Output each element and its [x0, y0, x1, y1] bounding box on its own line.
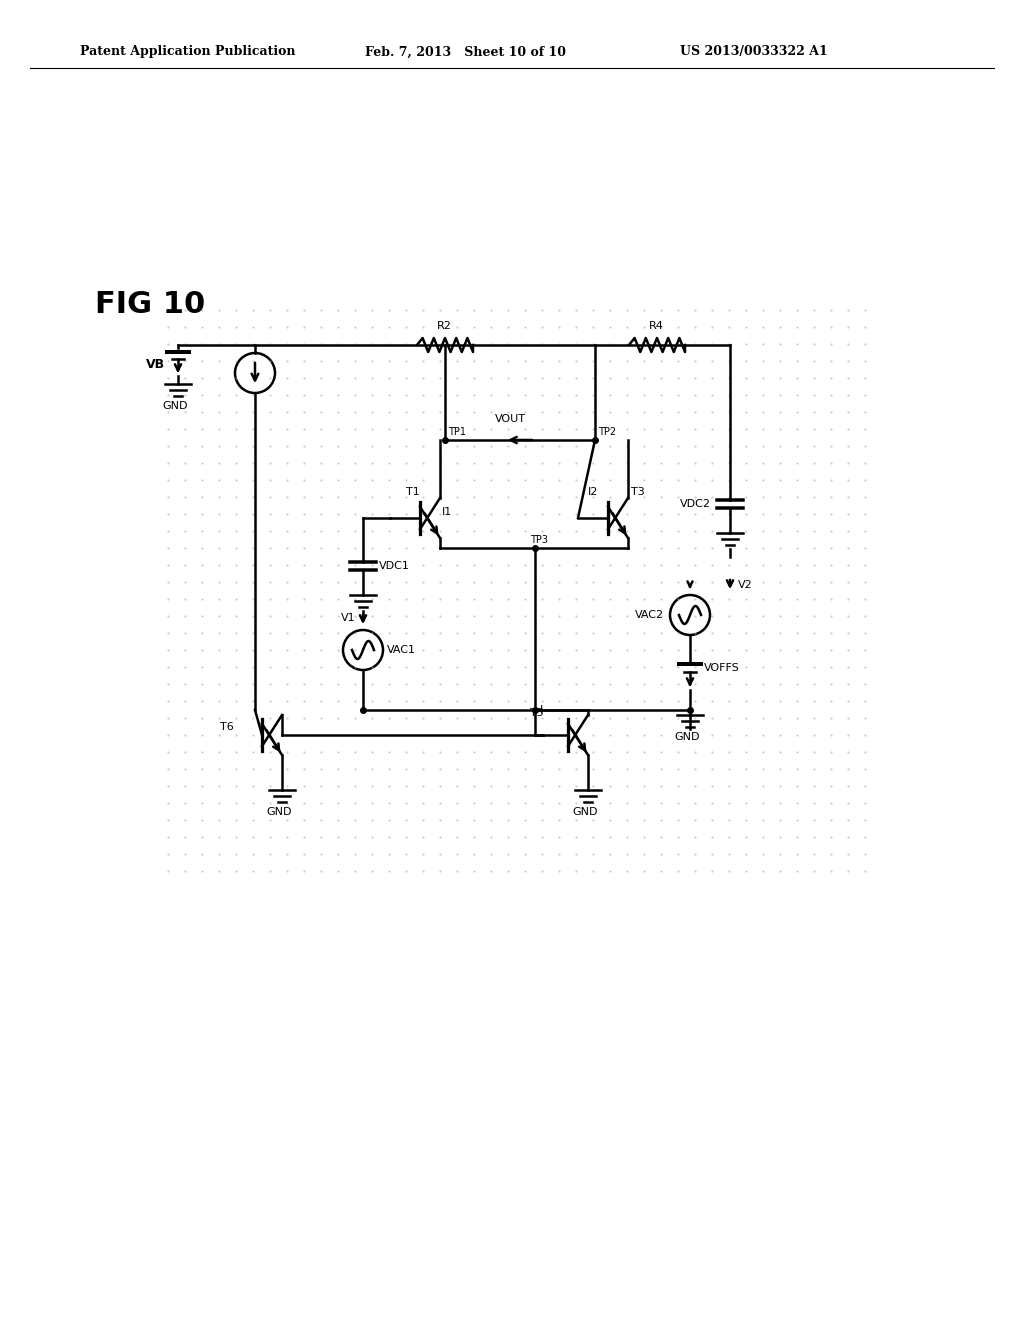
Text: T3: T3	[631, 487, 645, 498]
Text: Feb. 7, 2013   Sheet 10 of 10: Feb. 7, 2013 Sheet 10 of 10	[365, 45, 566, 58]
Text: VDC1: VDC1	[379, 561, 410, 572]
Text: R4: R4	[649, 321, 664, 331]
Text: TP3: TP3	[530, 535, 548, 545]
Text: GND: GND	[162, 401, 187, 411]
Text: VAC1: VAC1	[387, 645, 416, 655]
Text: Patent Application Publication: Patent Application Publication	[80, 45, 296, 58]
Text: I2: I2	[588, 487, 598, 498]
Text: FIG 10: FIG 10	[95, 290, 205, 319]
Text: GND: GND	[674, 733, 699, 742]
Text: VOUT: VOUT	[495, 414, 525, 424]
Text: I1: I1	[442, 507, 453, 517]
Text: T6: T6	[220, 722, 233, 733]
Text: T5: T5	[530, 708, 544, 718]
Text: US 2013/0033322 A1: US 2013/0033322 A1	[680, 45, 827, 58]
Text: TP2: TP2	[598, 426, 616, 437]
Text: GND: GND	[572, 807, 597, 817]
Text: VOFFS: VOFFS	[705, 663, 739, 673]
Text: R2: R2	[437, 321, 452, 331]
Text: VDC2: VDC2	[680, 499, 711, 510]
Text: V2: V2	[738, 579, 753, 590]
Text: T1: T1	[406, 487, 420, 498]
Text: VAC2: VAC2	[635, 610, 665, 620]
Text: V1: V1	[341, 612, 355, 623]
Text: GND: GND	[266, 807, 292, 817]
Text: I: I	[540, 705, 544, 715]
Text: VB: VB	[146, 358, 165, 371]
Text: TP1: TP1	[449, 426, 466, 437]
